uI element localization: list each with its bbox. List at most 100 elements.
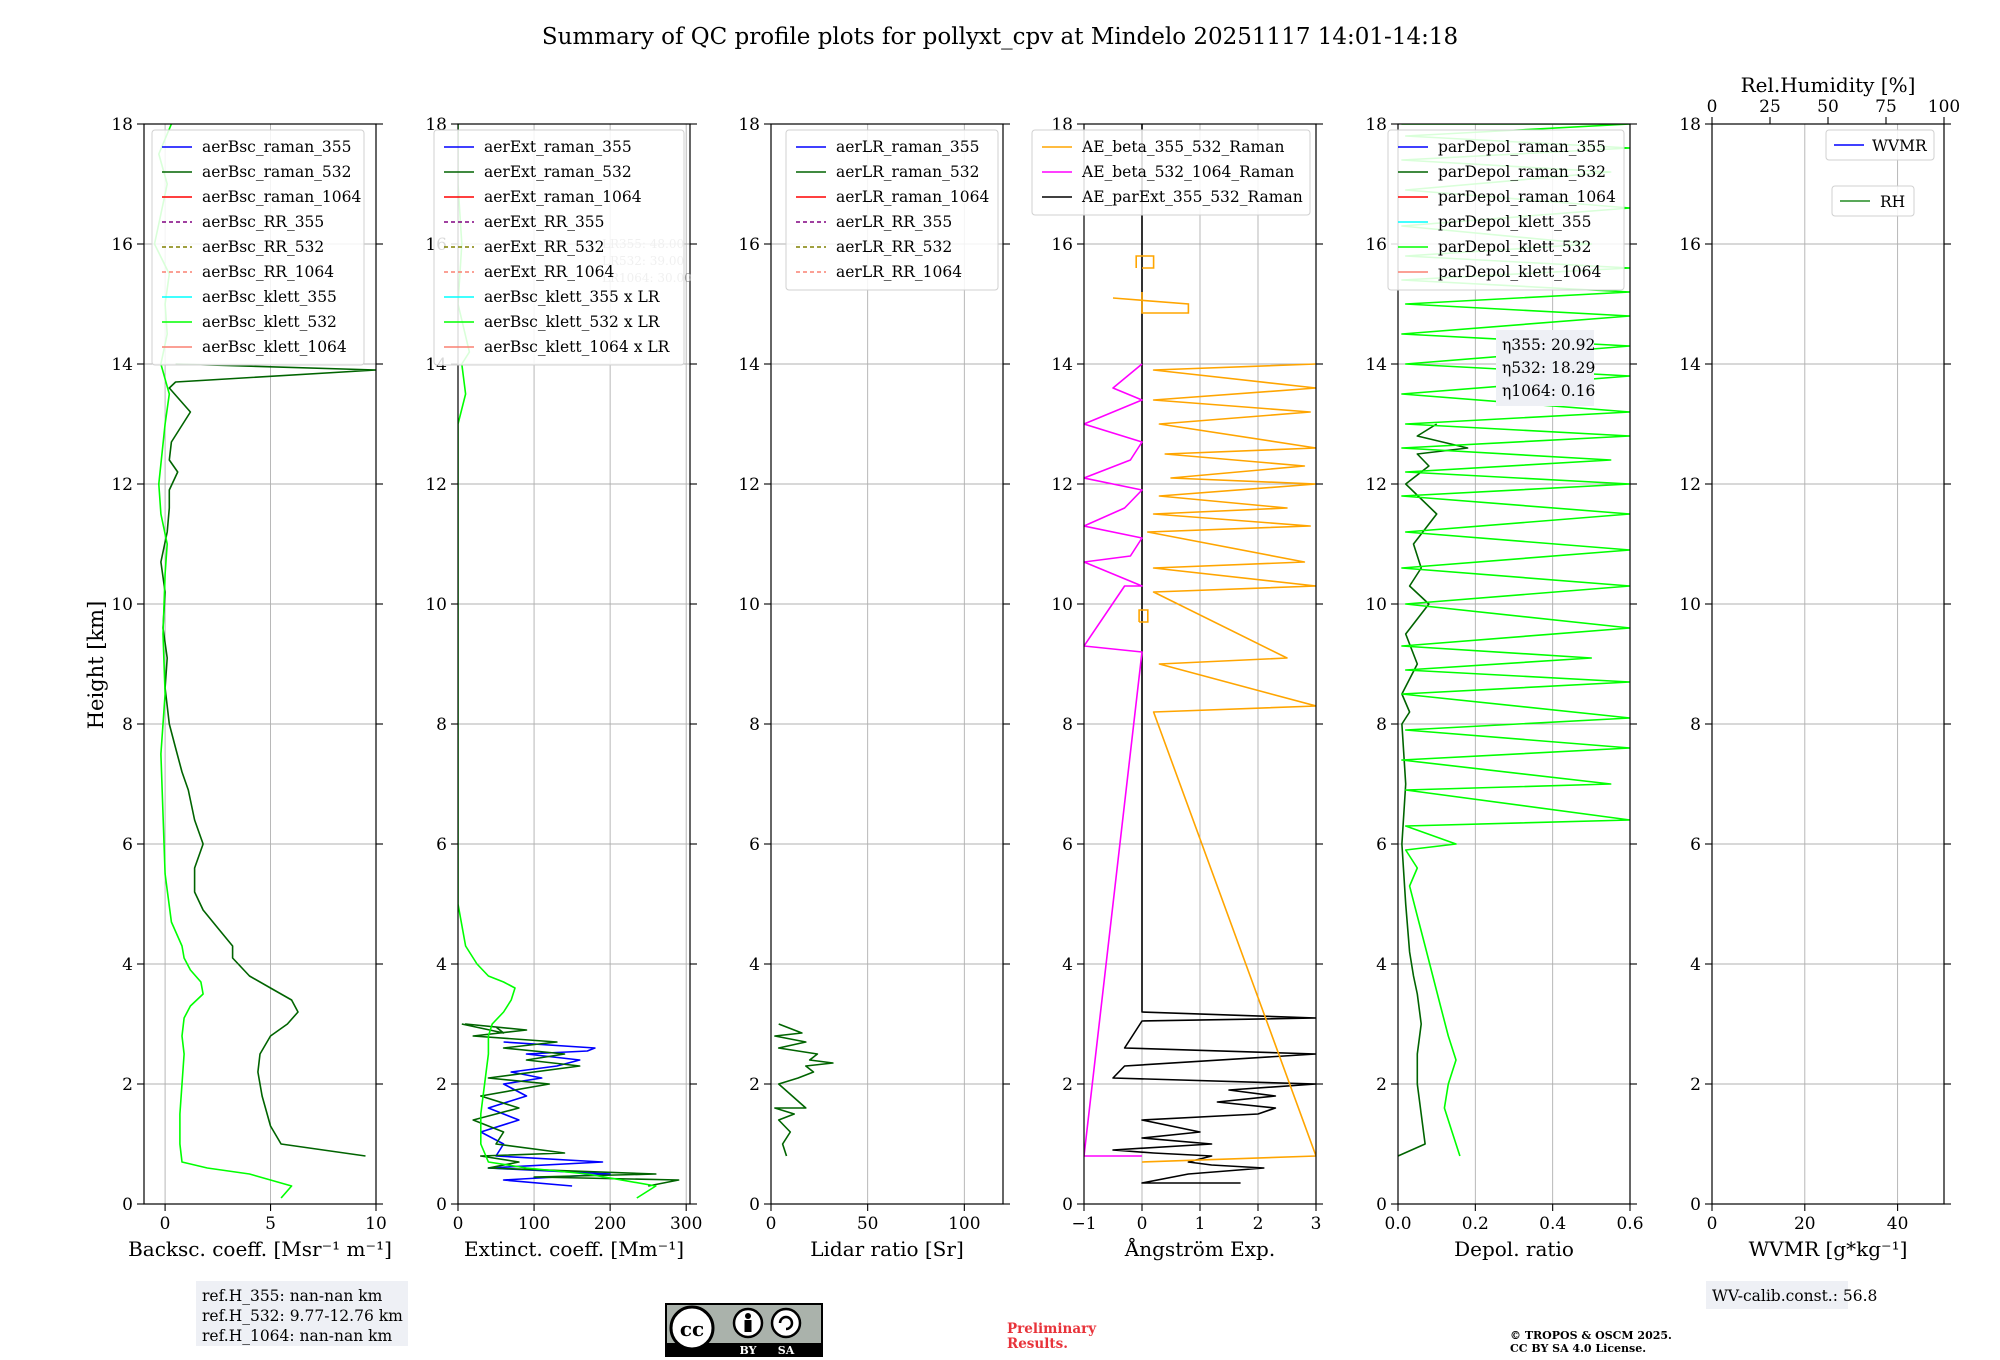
legend-label: aerBsc_RR_1064 xyxy=(202,263,334,281)
top-tick-label: 25 xyxy=(1759,97,1781,117)
y-tick-label: 6 xyxy=(1690,835,1701,855)
y-tick-label: 8 xyxy=(122,715,133,735)
by-person-head xyxy=(745,1313,751,1319)
x-tick-label: 10 xyxy=(365,1214,387,1234)
by-person-body xyxy=(744,1320,752,1332)
legend-label: aerBsc_raman_1064 xyxy=(202,188,362,206)
y-tick-label: 16 xyxy=(111,235,133,255)
y-tick-label: 6 xyxy=(1062,835,1073,855)
y-tick-label: 14 xyxy=(111,355,133,375)
y-tick-label: 4 xyxy=(1062,955,1073,975)
legend-frame xyxy=(1831,185,1915,217)
series-group xyxy=(458,124,680,1199)
series-group xyxy=(774,1023,834,1157)
y-tick-label: 2 xyxy=(1062,1075,1073,1095)
x-tick-label: 1 xyxy=(1195,1214,1206,1234)
y-tick-label: 2 xyxy=(749,1075,760,1095)
cc-icon-text: cc xyxy=(680,1317,704,1341)
x-tick-label: 0 xyxy=(1707,1214,1718,1234)
legend-frame xyxy=(1387,129,1625,291)
legend-label: aerLR_RR_532 xyxy=(836,238,952,256)
y-tick-label: 8 xyxy=(1062,715,1073,735)
top-tick-label: 0 xyxy=(1707,97,1718,117)
x-tick-label: 5 xyxy=(265,1214,276,1234)
x-axis-label: WVMR [g*kg⁻¹] xyxy=(1749,1237,1908,1261)
preliminary-line-1: Preliminary xyxy=(1007,1321,1097,1337)
legend-label: parDepol_raman_532 xyxy=(1438,163,1606,181)
series-aerLR_raman_532 xyxy=(774,1023,834,1157)
legend-label: aerBsc_klett_532 x LR xyxy=(484,313,661,331)
legend-frame xyxy=(1825,129,1935,161)
top-axis-label: Rel.Humidity [%] xyxy=(1741,73,1916,97)
y-tick-label: 0 xyxy=(749,1195,760,1215)
legend-label: parDepol_raman_1064 xyxy=(1438,188,1616,206)
y-tick-label: 10 xyxy=(1365,595,1387,615)
x-tick-label: 100 xyxy=(948,1214,980,1234)
x-tick-label: 20 xyxy=(1794,1214,1816,1234)
y-tick-label: 2 xyxy=(436,1075,447,1095)
legend-label: aerExt_raman_1064 xyxy=(484,188,642,206)
x-tick-label: 300 xyxy=(670,1214,702,1234)
sa-arrow-icon xyxy=(778,1315,794,1331)
legend-label: aerBsc_raman_532 xyxy=(202,163,352,181)
x-tick-label: 100 xyxy=(518,1214,550,1234)
y-tick-label: 10 xyxy=(111,595,133,615)
y-tick-label: 0 xyxy=(1690,1195,1701,1215)
y-tick-label: 16 xyxy=(1679,235,1701,255)
legend-label: aerBsc_klett_532 xyxy=(202,313,337,331)
y-tick-label: 18 xyxy=(1365,115,1387,135)
series-AE_parExt_355_532_Raman xyxy=(1112,124,1316,1184)
legend-label: aerExt_raman_532 xyxy=(484,163,632,181)
by-label: BY xyxy=(740,1344,757,1357)
x-tick-label: 0.2 xyxy=(1462,1214,1489,1234)
x-tick-label: 0 xyxy=(160,1214,171,1234)
y-tick-label: 18 xyxy=(111,115,133,135)
series-AE_beta_355_532_Raman xyxy=(1141,363,1316,1163)
y-tick-label: 6 xyxy=(749,835,760,855)
legend-label: parDepol_klett_532 xyxy=(1438,238,1591,256)
series-aerBsc_raman_532 xyxy=(160,363,376,1157)
legend-label: aerBsc_klett_355 x LR xyxy=(484,288,661,306)
x-tick-label: 2 xyxy=(1253,1214,1264,1234)
y-tick-label: 12 xyxy=(425,475,447,495)
y-tick-label: 16 xyxy=(1051,235,1073,255)
top-tick-label: 75 xyxy=(1875,97,1897,117)
series-group xyxy=(1084,124,1316,1184)
series-aerExt_raman_355 xyxy=(479,1041,611,1187)
panel-bsc: 0 2 4 6 8 10 12 14 16 18 0 5 10 Backsc. coeff. [Msr⁻¹… xyxy=(111,115,392,1261)
legend-label: AE_beta_532_1064_Raman xyxy=(1081,163,1294,181)
y-tick-label: 10 xyxy=(425,595,447,615)
eta-value: η355: 20.92 xyxy=(1502,336,1595,354)
legend-label: aerBsc_raman_355 xyxy=(202,138,352,156)
legend-label: aerBsc_RR_532 xyxy=(202,238,324,256)
x-axis-label: Extinct. coeff. [Mm⁻¹] xyxy=(464,1237,684,1261)
legend-label: aerExt_RR_532 xyxy=(484,238,605,256)
legend-frame xyxy=(151,129,365,366)
legend-label: aerBsc_klett_1064 x LR xyxy=(484,338,671,356)
x-axis-label: Depol. ratio xyxy=(1454,1237,1574,1261)
eta-box-bg xyxy=(1496,330,1594,406)
ref-height-box-bg xyxy=(196,1281,408,1346)
y-tick-label: 6 xyxy=(122,835,133,855)
legend-label: aerLR_RR_1064 xyxy=(836,263,962,281)
eta-value: η1064: 0.16 xyxy=(1502,382,1595,400)
legend-label: RH xyxy=(1880,193,1905,211)
y-tick-label: 2 xyxy=(1690,1075,1701,1095)
legend-label: aerBsc_klett_355 xyxy=(202,288,337,306)
y-tick-label: 8 xyxy=(749,715,760,735)
ae-loop-16km xyxy=(1135,255,1155,269)
ref-height-1064: ref.H_1064: nan-nan km xyxy=(202,1327,393,1345)
series-AE_beta_532_1064_Raman xyxy=(1084,363,1143,1157)
y-tick-label: 14 xyxy=(738,355,760,375)
wv-calib-box: WV-calib.const.: 56.8 xyxy=(1706,1281,1877,1309)
x-tick-label: 50 xyxy=(857,1214,879,1234)
x-tick-label: −1 xyxy=(1071,1214,1096,1234)
y-tick-label: 4 xyxy=(749,955,760,975)
legend-frame xyxy=(785,129,999,291)
x-tick-label: 0.4 xyxy=(1539,1214,1566,1234)
series-aerBsc_klett_532 x LR xyxy=(458,124,657,1199)
y-tick-label: 10 xyxy=(1679,595,1701,615)
ref-height-355: ref.H_355: nan-nan km xyxy=(202,1287,383,1305)
